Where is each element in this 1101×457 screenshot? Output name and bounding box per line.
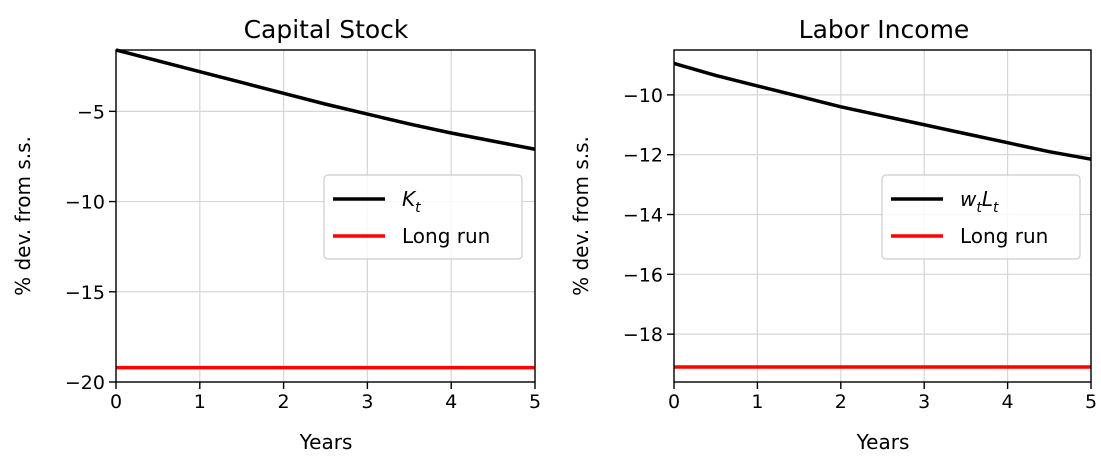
- capital-stock-legend-box: [323, 174, 523, 260]
- legend-lt-sub: t: [993, 200, 999, 216]
- capital-stock-title: Capital Stock: [244, 15, 409, 44]
- capital-stock-plot-area: [115, 48, 536, 370]
- legend-kt-sub: t: [415, 200, 421, 216]
- labor-income-legend: wtLt Long run: [881, 174, 1081, 260]
- labor-income-ytick-label-2: −14: [623, 205, 663, 227]
- labor-income-ylabel: % dev. from s.s.: [569, 136, 593, 296]
- legend-wt-base: w: [960, 187, 977, 211]
- capital-stock-ylabel: % dev. from s.s.: [11, 136, 35, 296]
- labor-income-frame: [673, 49, 1092, 383]
- labor-income-ytick-label-1: −12: [623, 145, 663, 167]
- capital-stock-xtick-label-5: 5: [529, 391, 541, 413]
- capital-stock-series-main-line: [115, 48, 536, 151]
- labor-income-xtick-label-5: 5: [1085, 391, 1097, 413]
- legend-label-kt: Kt: [402, 187, 421, 216]
- labor-income-title: Labor Income: [799, 15, 970, 44]
- labor-income-ytick-label-0: −10: [623, 85, 663, 107]
- labor-income-xtick-label-1: 1: [751, 391, 763, 413]
- labor-income-xtick-label-4: 4: [1002, 391, 1014, 413]
- capital-stock-xlabel: Years: [299, 430, 353, 454]
- legend-kt-base: K: [402, 187, 417, 211]
- legend-wt-sub: t: [976, 200, 982, 216]
- labor-income-plot-area: [673, 61, 1092, 369]
- labor-income-ytick-label-4: −18: [623, 324, 663, 346]
- labor-income-ytick-label-3: −16: [623, 264, 663, 286]
- labor-income-legend-box: [881, 174, 1081, 260]
- labor-income-xlabel: Years: [856, 430, 910, 454]
- labor-income-series-main-line: [673, 61, 1092, 161]
- capital-stock-ytick-label-0: −5: [77, 101, 105, 123]
- capital-stock-panel: Capital Stock 0 1 2 3 4 5 −5 −10 −15 −20 Years % …: [11, 15, 541, 454]
- capital-stock-frame: [115, 49, 536, 383]
- legend-label-wtlt: wtLt: [960, 187, 999, 216]
- labor-income-xtick-label-2: 2: [835, 391, 847, 413]
- labor-income-panel: Labor Income 0 1 2 3 4 5 −10 −12 −14 −16 −18 Years…: [569, 15, 1097, 454]
- capital-stock-ytick-label-3: −20: [65, 372, 105, 394]
- labor-income-xtick-label-3: 3: [918, 391, 930, 413]
- capital-stock-legend: Kt Long run: [323, 174, 523, 260]
- capital-stock-xtick-label-4: 4: [445, 391, 457, 413]
- legend-label-longrun-0: Long run: [402, 224, 490, 248]
- capital-stock-xtick-label-1: 1: [194, 391, 206, 413]
- capital-stock-xtick-label-3: 3: [361, 391, 373, 413]
- labor-income-ticks: 0 1 2 3 4 5 −10 −12 −14 −16 −18: [623, 85, 1097, 413]
- capital-stock-ytick-label-1: −10: [65, 192, 105, 214]
- capital-stock-xtick-label-2: 2: [278, 391, 290, 413]
- legend-lt-base: L: [982, 187, 993, 211]
- capital-stock-ticks: 0 1 2 3 4 5 −5 −10 −15 −20: [65, 101, 541, 413]
- labor-income-xtick-label-0: 0: [668, 391, 680, 413]
- legend-label-longrun-1: Long run: [960, 224, 1048, 248]
- capital-stock-ytick-label-2: −15: [65, 282, 105, 304]
- capital-stock-xtick-label-0: 0: [110, 391, 122, 413]
